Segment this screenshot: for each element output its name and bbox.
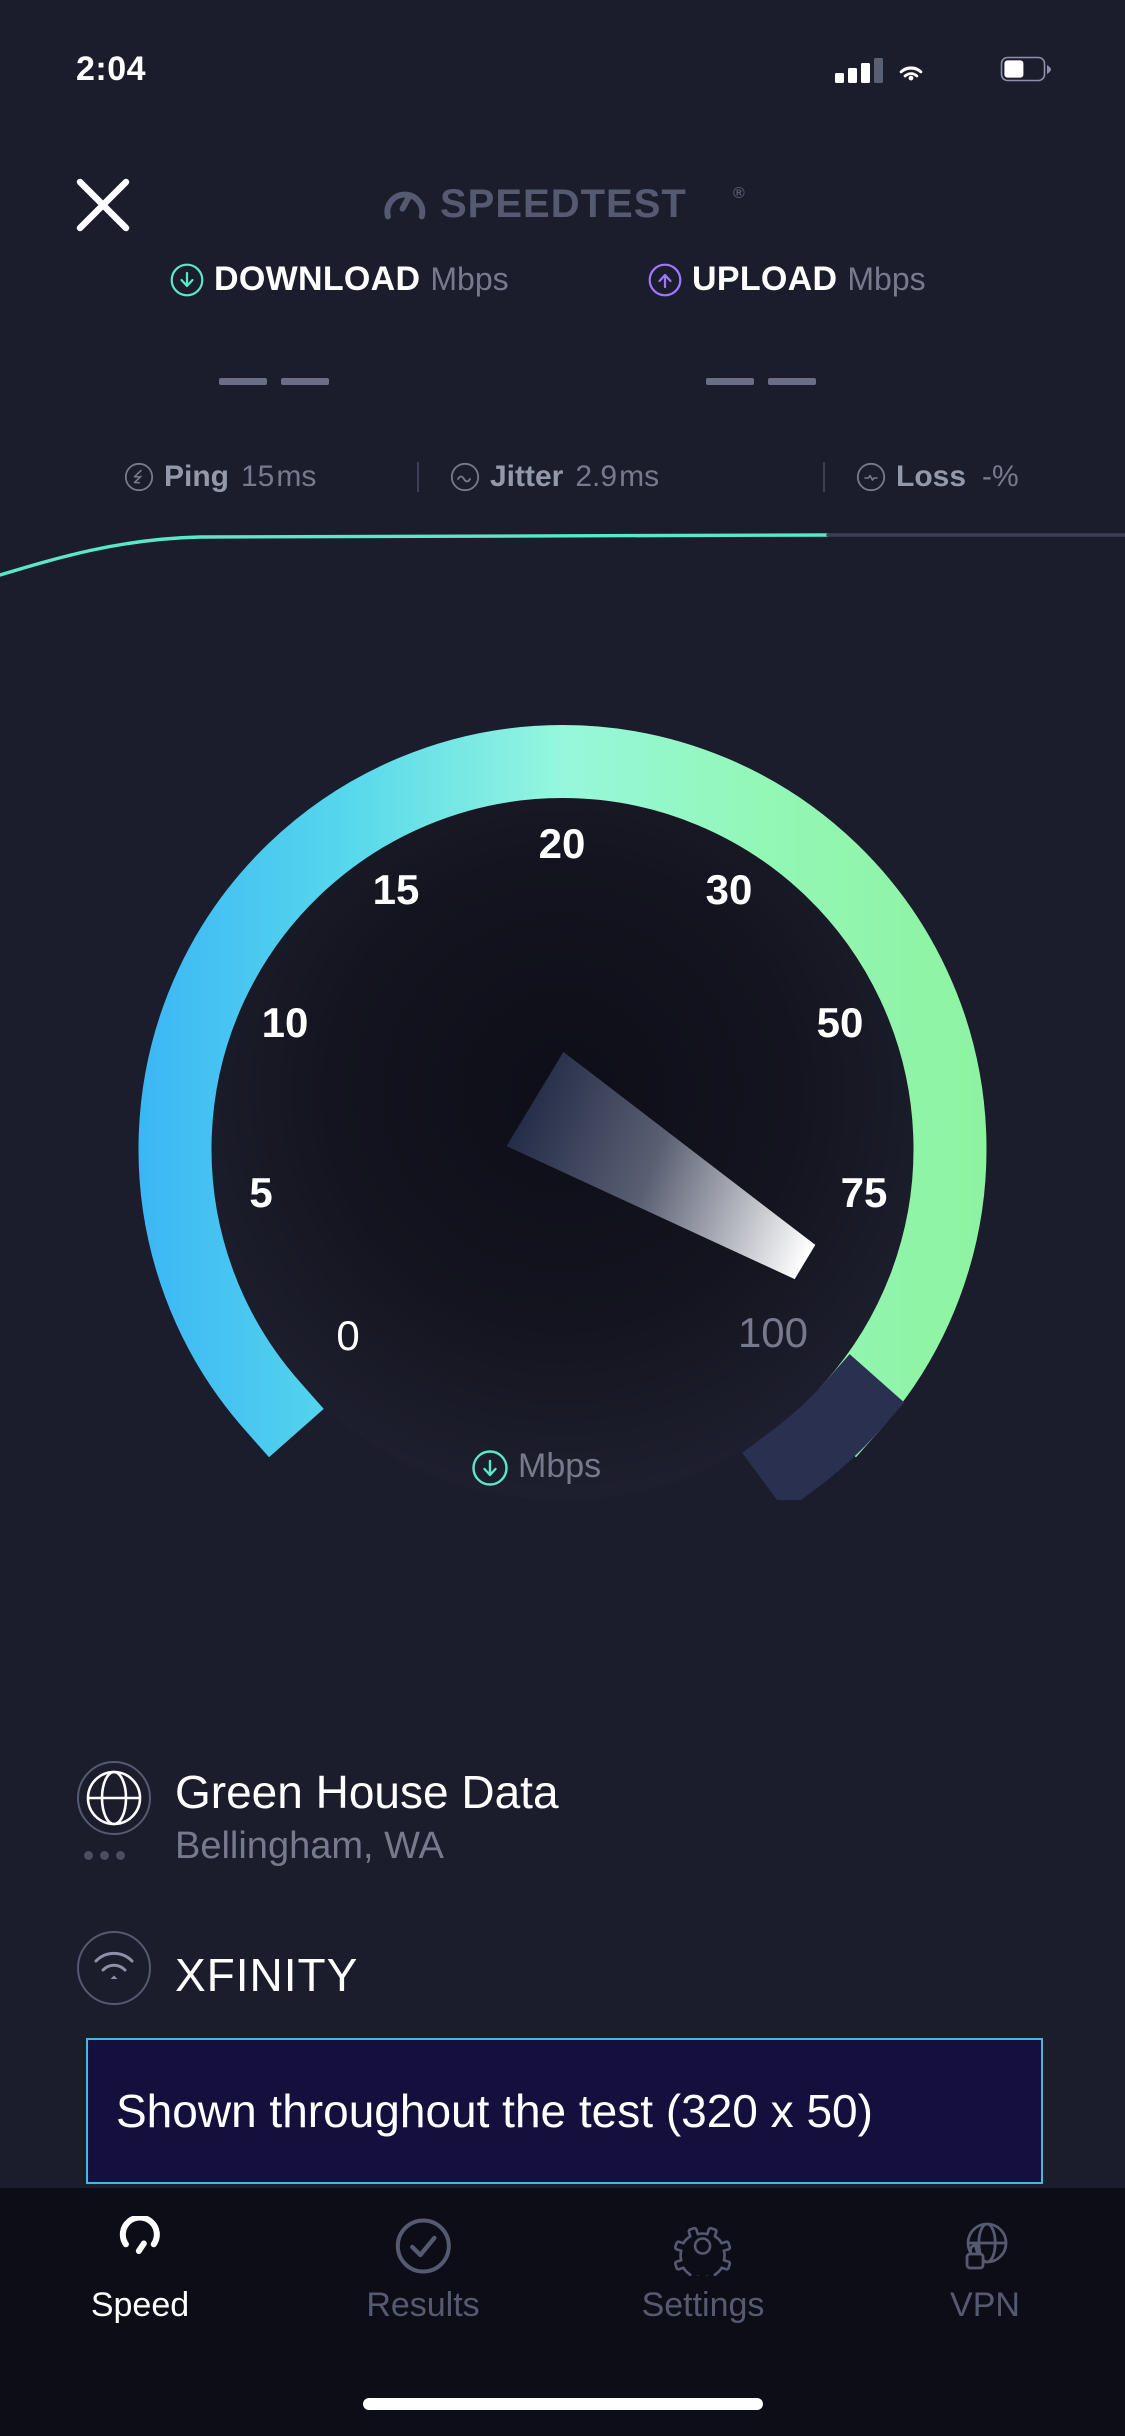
svg-text:100: 100 — [738, 1309, 808, 1356]
svg-text:50: 50 — [817, 999, 864, 1046]
svg-text:15: 15 — [373, 866, 420, 913]
svg-text:30: 30 — [706, 866, 753, 913]
svg-text:20: 20 — [539, 820, 586, 867]
svg-text:Mbps: Mbps — [518, 1447, 601, 1485]
svg-text:5: 5 — [249, 1169, 272, 1216]
svg-text:0: 0 — [336, 1312, 359, 1359]
svg-text:10: 10 — [262, 999, 309, 1046]
svg-text:75: 75 — [841, 1169, 888, 1216]
